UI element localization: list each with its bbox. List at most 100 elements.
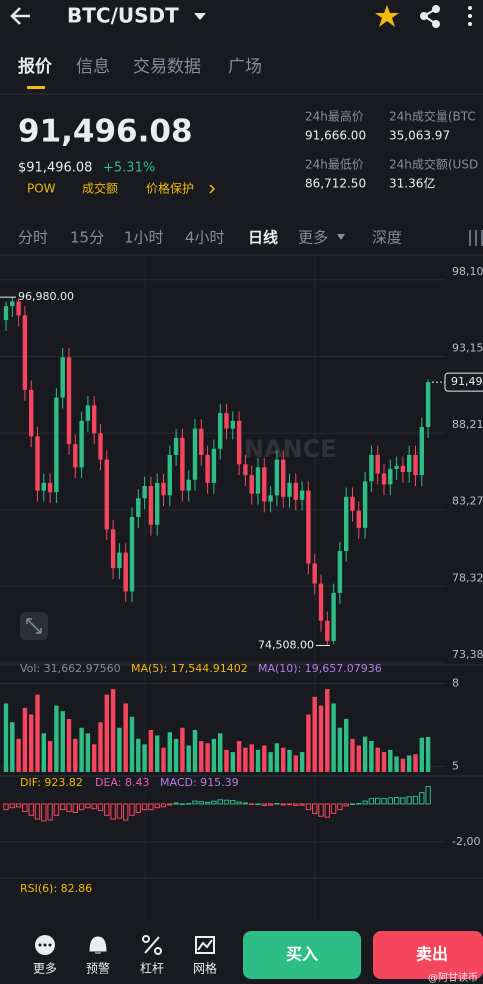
candle-body (274, 459, 280, 496)
tag[interactable]: 成交额 (82, 181, 118, 196)
stat-value: 35,063.97 (389, 129, 450, 143)
volume-bar (85, 733, 91, 772)
tab[interactable]: 报价 (18, 56, 53, 77)
settings-icon[interactable] (469, 230, 483, 246)
volume-bar (66, 718, 72, 772)
candle-body (394, 465, 399, 469)
macd-bar (419, 792, 425, 805)
macd-bar (167, 803, 173, 806)
candle-body (85, 405, 91, 421)
back-icon[interactable] (10, 7, 30, 25)
macd-bar (78, 803, 85, 811)
tab[interactable]: 信息 (76, 57, 110, 77)
candle-body (350, 496, 355, 511)
volume-bar (356, 745, 361, 772)
pair[interactable]: BTC/USDT (67, 4, 179, 28)
macd-bar (299, 803, 305, 806)
macd-bar (330, 803, 337, 814)
volume-bar (186, 745, 191, 772)
bar-item[interactable]: 网格 (193, 961, 217, 976)
macd-bar (387, 797, 394, 805)
macd-bar (9, 803, 16, 809)
interval[interactable]: 15分 (70, 229, 104, 247)
candle-body (306, 490, 311, 564)
interval[interactable]: 4小时 (185, 229, 225, 247)
dif-label: DIF: 923.82 (20, 776, 83, 789)
tab-indicator (27, 86, 45, 89)
interval[interactable]: 分时 (18, 229, 48, 247)
leverage-icon[interactable] (142, 935, 162, 955)
more-icon[interactable] (468, 6, 472, 26)
price-usd: $91,496.08 (18, 161, 92, 176)
candle-body (104, 459, 109, 530)
interval[interactable]: 深度 (372, 229, 402, 247)
volume-bar (255, 749, 261, 772)
volume-bar (287, 749, 292, 772)
buy-text[interactable]: 买入 (286, 945, 318, 964)
candle-body (337, 551, 343, 593)
favorite-icon[interactable] (375, 5, 399, 27)
candle-body (218, 413, 223, 449)
macd-bar (34, 803, 41, 820)
tag[interactable]: 价格保护 (146, 181, 194, 196)
interval[interactable]: 日线 (248, 229, 278, 247)
candle-body (66, 357, 72, 445)
more-icon[interactable] (35, 935, 55, 955)
candle-body (413, 454, 418, 476)
volume-bar (350, 738, 355, 772)
bar-item[interactable]: 更多 (33, 962, 57, 976)
last-price: 91,496.08 (18, 114, 193, 150)
interval[interactable]: 1小时 (124, 229, 164, 247)
interval[interactable]: 更多 (298, 229, 328, 247)
bar-item[interactable]: 杠杆 (140, 961, 164, 976)
candle-body (29, 389, 34, 437)
candle-body (362, 481, 368, 528)
volume-bar (98, 722, 103, 772)
volume-bar (407, 755, 412, 772)
candle-body (287, 482, 292, 497)
last-price-tag (444, 372, 483, 392)
y-tick-label: 78,32 (452, 571, 483, 584)
y-tick-label: 88,21 (452, 418, 483, 431)
volume-bar (104, 694, 109, 772)
sell-button[interactable] (373, 931, 483, 979)
candle-body (98, 433, 103, 460)
macd-bar (104, 803, 110, 816)
macd-bar (255, 803, 261, 805)
macd-bar (230, 800, 236, 805)
volume-bar (180, 727, 185, 772)
volume-bar (110, 689, 116, 772)
bar-item[interactable]: 预警 (86, 961, 110, 976)
candle-body (129, 516, 135, 592)
alert-icon[interactable] (89, 936, 107, 954)
volume-bar (3, 703, 9, 772)
macd-bar (343, 803, 349, 807)
macd-bar (305, 803, 312, 811)
volume-bar (73, 738, 78, 772)
tab[interactable]: 交易数据 (133, 57, 201, 77)
sell-text[interactable]: 卖出 (416, 945, 448, 964)
macd-bar (217, 799, 223, 805)
macd-bar (72, 803, 78, 813)
volume-bar (362, 736, 368, 772)
tab[interactable]: 广场 (228, 57, 262, 77)
share-icon[interactable] (420, 5, 440, 28)
pair-dropdown[interactable] (194, 13, 206, 20)
buy-button[interactable] (243, 931, 361, 979)
volume-bar (249, 744, 254, 772)
macd-bar (91, 803, 97, 810)
macd-bar (393, 797, 400, 805)
y-tick-label: 93,15 (452, 342, 483, 355)
candle-body (255, 467, 261, 494)
macd-bar (249, 803, 255, 805)
macd-bar (223, 799, 230, 805)
macd-bar (53, 803, 60, 816)
grid-icon[interactable] (195, 936, 215, 954)
last-price-label: 91,49 (451, 375, 483, 388)
macd-bar (267, 803, 274, 806)
macd-bar (66, 803, 72, 813)
candle-body (148, 485, 154, 525)
volume-bar (29, 714, 34, 772)
tag[interactable]: POW (27, 182, 56, 196)
macd-bar (356, 803, 362, 805)
